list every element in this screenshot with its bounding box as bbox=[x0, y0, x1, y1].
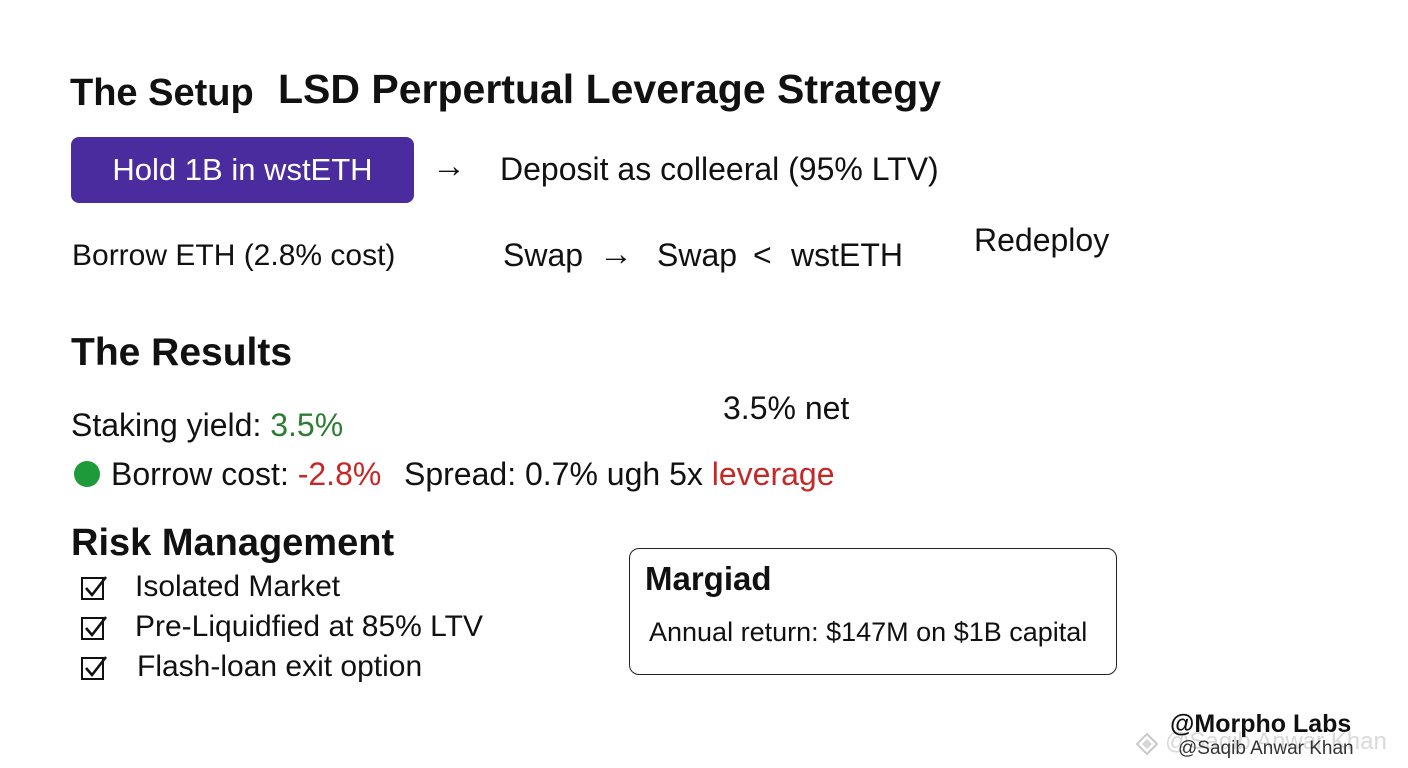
wsteth-label: wstETH bbox=[791, 237, 903, 273]
borrow-cost-value: -2.8% bbox=[297, 456, 382, 492]
watermark-handle: @Saqib Anwar Khan bbox=[1178, 738, 1354, 759]
deposit-step: Deposit as colleeral (95% LTV) bbox=[500, 151, 939, 187]
results-heading: The Results bbox=[71, 331, 293, 374]
setup-heading: The Setup bbox=[70, 72, 254, 114]
spread-text: Spread: 0.7% ugh 5x bbox=[404, 456, 712, 492]
watermark-brand: @Morpho Labs bbox=[1170, 710, 1352, 738]
arrow-right-icon: → bbox=[599, 235, 633, 273]
borrow-cost-label: Borrow cost: bbox=[111, 456, 298, 492]
borrow-step: Borrow ETH (2.8% cost) bbox=[72, 239, 396, 272]
hold-wsteth-button[interactable]: Hold 1B in wstETH bbox=[71, 137, 414, 203]
swap-step-1: Swap bbox=[503, 237, 584, 273]
summary-box bbox=[629, 548, 1117, 675]
watermark-ghost-text: @Saqib Anwar Khan bbox=[1165, 728, 1387, 755]
checkbox-checked-icon bbox=[80, 654, 108, 680]
spread-row: Spread: 0.7% ugh 5x leverage bbox=[404, 456, 835, 493]
risk-item-label: Isolated Market bbox=[135, 570, 341, 603]
redeploy-step: Redeploy bbox=[974, 222, 1110, 258]
risk-item: Flash-loan exit option bbox=[80, 650, 422, 684]
borrow-cost-row: Borrow cost: -2.8% bbox=[111, 456, 381, 493]
checkbox-checked-icon bbox=[80, 614, 108, 640]
risk-item: Pre-Liquidfied at 85% LTV bbox=[80, 610, 483, 644]
page-title: LSD Perpertual Leverage Strategy bbox=[278, 66, 942, 112]
net-yield: 3.5% net bbox=[723, 390, 850, 426]
arrow-right-icon: → bbox=[432, 147, 466, 185]
risk-item-label: Pre-Liquidfied at 85% LTV bbox=[135, 610, 483, 643]
staking-yield-label: Staking yield: bbox=[71, 407, 271, 443]
summary-box-title: Margiad bbox=[645, 560, 772, 597]
hold-wsteth-label: Hold 1B in wstETH bbox=[112, 152, 373, 187]
risk-heading: Risk Management bbox=[71, 522, 395, 564]
less-than-symbol: < bbox=[753, 237, 772, 273]
checkbox-checked-icon bbox=[80, 574, 108, 600]
leverage-word: leverage bbox=[711, 456, 835, 492]
risk-item-label: Flash-loan exit option bbox=[137, 650, 423, 683]
watermark-logo-icon bbox=[1135, 732, 1159, 756]
staking-yield-value: 3.5% bbox=[270, 407, 344, 443]
status-dot-icon bbox=[74, 461, 100, 487]
summary-box-text: Annual return: $147M on $1B capital bbox=[649, 617, 1088, 647]
staking-yield-row: Staking yield: 3.5% bbox=[71, 407, 343, 444]
risk-item: Isolated Market bbox=[80, 570, 340, 604]
swap-step-2: Swap bbox=[657, 237, 738, 273]
